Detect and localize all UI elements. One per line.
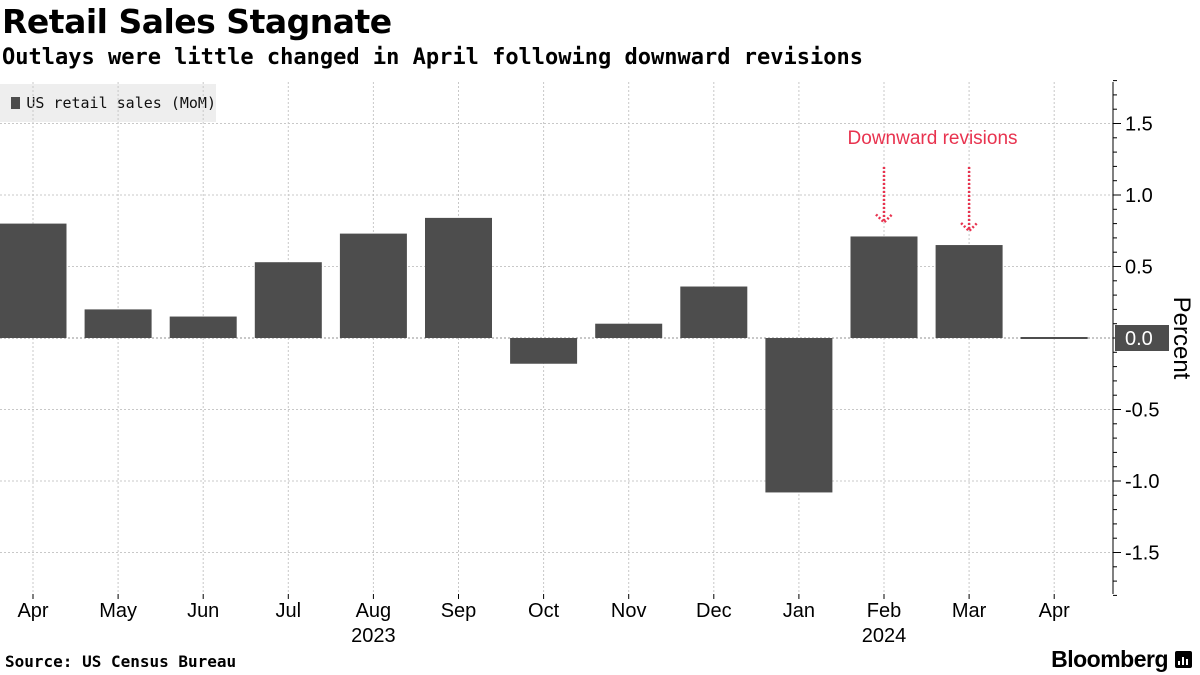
bar-jun-2	[169, 316, 237, 338]
bar-apr-0	[0, 223, 67, 338]
bar-apr-12	[1020, 337, 1088, 339]
bar-mar-11	[935, 245, 1003, 338]
bar-dec-8	[680, 286, 748, 338]
brand-logo: Bloomberg	[1051, 646, 1168, 672]
y-tick-label: 1.5	[1125, 114, 1153, 136]
bar-sep-5	[425, 217, 492, 338]
bar-aug-4	[339, 233, 407, 338]
bloomberg-terminal-icon	[1175, 651, 1192, 668]
y-tick-label: -0.5	[1125, 400, 1159, 422]
x-tick-label: Apr	[1039, 600, 1070, 622]
x-tick-label: Mar	[952, 600, 987, 622]
x-tick-label: Jul	[276, 600, 302, 622]
y-tick-label: -1.0	[1125, 471, 1159, 493]
legend-label: US retail sales (MoM)	[26, 94, 216, 112]
y-tick-label: 1.0	[1125, 185, 1153, 207]
x-tick-label: Jan	[783, 600, 815, 622]
y-tick-label: -1.5	[1125, 543, 1159, 565]
chart-title: Retail Sales Stagnate	[2, 2, 392, 41]
x-tick-label: Sep	[441, 600, 477, 622]
x-tick-label: Oct	[528, 600, 560, 622]
last-value-label: 0.0	[1125, 328, 1153, 350]
y-tick-label: 0.5	[1125, 257, 1153, 279]
x-tick-label: Jun	[187, 600, 219, 622]
bar-may-1	[84, 309, 152, 338]
year-label-2024: 2024	[862, 625, 907, 647]
y-axis-title: Percent	[1168, 297, 1195, 380]
bar-feb-10	[850, 236, 918, 338]
x-tick-label: May	[99, 600, 137, 622]
chart-subtitle: Outlays were little changed in April fol…	[2, 45, 863, 70]
year-label-2023: 2023	[351, 625, 396, 647]
x-tick-label: Nov	[611, 600, 647, 622]
bar-nov-7	[595, 323, 663, 338]
last-value-box	[1115, 325, 1169, 351]
x-tick-label: Aug	[356, 600, 392, 622]
bar-jul-3	[254, 262, 322, 338]
legend: US retail sales (MoM)	[0, 84, 216, 122]
x-tick-label: Dec	[696, 600, 732, 622]
bar-jan-9	[765, 338, 833, 493]
annotation-label: Downward revisions	[848, 128, 1018, 149]
x-tick-label: Feb	[867, 600, 901, 622]
source-note: Source: US Census Bureau	[5, 652, 237, 671]
x-tick-label: Apr	[17, 600, 48, 622]
bar-oct-6	[510, 338, 578, 364]
legend-swatch	[11, 97, 21, 109]
